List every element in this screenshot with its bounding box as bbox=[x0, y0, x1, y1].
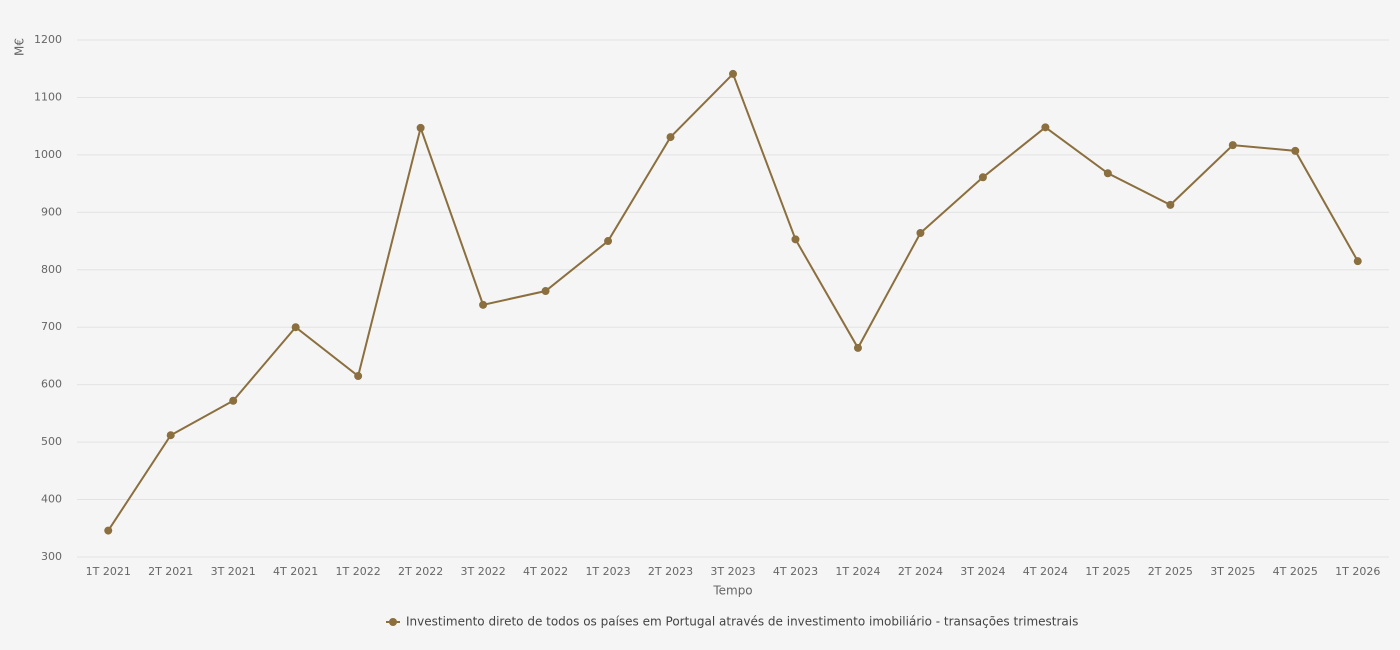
point[interactable] bbox=[791, 235, 800, 244]
point[interactable] bbox=[978, 173, 987, 182]
point[interactable] bbox=[604, 237, 613, 246]
legend-label[interactable]: Investimento direto de todos os países e… bbox=[406, 615, 1078, 629]
x-tick-label: 1T 2023 bbox=[585, 565, 630, 578]
point[interactable] bbox=[166, 431, 175, 440]
x-tick-label: 4T 2022 bbox=[523, 565, 568, 578]
x-tick-label: 2T 2023 bbox=[648, 565, 693, 578]
y-axis-title: M€ bbox=[13, 38, 27, 56]
x-tick-label: 3T 2025 bbox=[1210, 565, 1255, 578]
point[interactable] bbox=[354, 372, 363, 381]
y-tick-label: 1200 bbox=[34, 33, 62, 46]
x-tick-label: 3T 2024 bbox=[960, 565, 1005, 578]
x-tick-label: 2T 2021 bbox=[148, 565, 193, 578]
x-tick-label: 2T 2024 bbox=[898, 565, 943, 578]
point[interactable] bbox=[916, 229, 925, 238]
x-tick-label: 1T 2024 bbox=[835, 565, 880, 578]
x-axis-title: Tempo bbox=[712, 584, 752, 598]
point[interactable] bbox=[229, 396, 238, 405]
x-tick-label: 3T 2023 bbox=[710, 565, 755, 578]
y-tick-label: 400 bbox=[41, 493, 62, 506]
point[interactable] bbox=[1166, 200, 1175, 209]
x-tick-label: 2T 2025 bbox=[1148, 565, 1193, 578]
legend-marker bbox=[389, 618, 397, 626]
point[interactable] bbox=[541, 287, 550, 296]
y-tick-label: 1000 bbox=[34, 148, 62, 161]
x-tick-label: 1T 2021 bbox=[86, 565, 131, 578]
x-tick-label: 4T 2025 bbox=[1273, 565, 1318, 578]
x-tick-label: 4T 2023 bbox=[773, 565, 818, 578]
x-tick-label: 1T 2025 bbox=[1085, 565, 1130, 578]
x-tick-label: 3T 2021 bbox=[211, 565, 256, 578]
y-tick-label: 600 bbox=[41, 378, 62, 391]
point[interactable] bbox=[416, 123, 425, 132]
y-tick-label: 700 bbox=[41, 320, 62, 333]
point[interactable] bbox=[1103, 169, 1112, 178]
line bbox=[107, 72, 1359, 532]
x-tick-label: 1T 2026 bbox=[1335, 565, 1380, 578]
y-tick-label: 1100 bbox=[34, 90, 62, 103]
x-tick-label: 4T 2021 bbox=[273, 565, 318, 578]
y-tick-label: 800 bbox=[41, 263, 62, 276]
y-tick-label: 300 bbox=[41, 550, 62, 563]
point[interactable] bbox=[104, 526, 113, 535]
point[interactable] bbox=[1353, 257, 1362, 266]
point[interactable] bbox=[1228, 141, 1237, 150]
point[interactable] bbox=[479, 300, 488, 309]
point[interactable] bbox=[1041, 123, 1050, 132]
point[interactable] bbox=[853, 343, 862, 352]
point[interactable] bbox=[1291, 146, 1300, 155]
x-tick-label: 3T 2022 bbox=[460, 565, 505, 578]
point[interactable] bbox=[666, 133, 675, 142]
point[interactable] bbox=[729, 69, 737, 78]
y-tick-label: 900 bbox=[41, 205, 62, 218]
x-tick-label: 1T 2022 bbox=[336, 565, 381, 578]
x-tick-label: 2T 2022 bbox=[398, 565, 443, 578]
y-tick-label: 500 bbox=[41, 435, 62, 448]
point[interactable] bbox=[291, 323, 300, 332]
x-tick-label: 4T 2024 bbox=[1023, 565, 1068, 578]
